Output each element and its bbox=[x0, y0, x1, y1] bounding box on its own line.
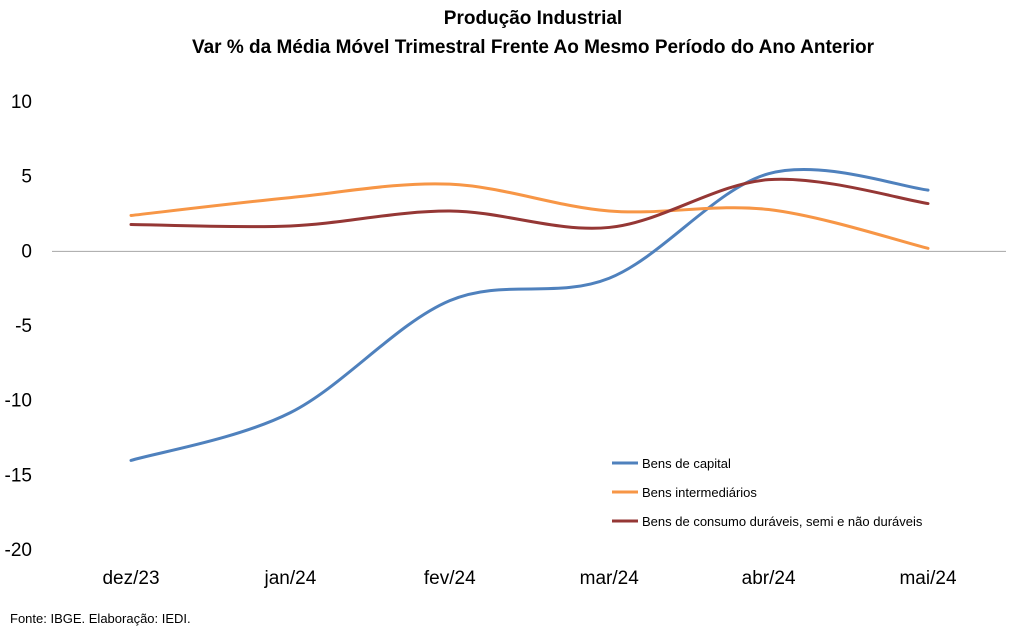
legend-label: Bens de capital bbox=[642, 456, 731, 471]
y-tick-label: 10 bbox=[11, 92, 32, 113]
x-tick-label: jan/24 bbox=[264, 568, 317, 589]
y-tick-label: 5 bbox=[21, 167, 32, 188]
y-tick-label: 0 bbox=[21, 241, 32, 262]
y-tick-label: -5 bbox=[15, 316, 32, 337]
x-axis-ticks: dez/23 jan/24 fev/24 mar/24 abr/24 mai/24 bbox=[102, 568, 956, 589]
source-note: Fonte: IBGE. Elaboração: IEDI. bbox=[10, 611, 191, 626]
legend-label: Bens intermediários bbox=[642, 485, 757, 500]
y-axis-ticks: 10 5 0 -5 -10 -15 -20 bbox=[5, 92, 32, 561]
x-tick-label: dez/23 bbox=[102, 568, 159, 589]
x-tick-label: mar/24 bbox=[580, 568, 640, 589]
series-line-1 bbox=[129, 168, 930, 462]
x-tick-label: abr/24 bbox=[742, 568, 796, 589]
y-tick-label: -20 bbox=[5, 540, 32, 561]
y-tick-label: -10 bbox=[5, 391, 32, 412]
series-line-3 bbox=[129, 177, 930, 230]
series-line-2 bbox=[129, 182, 930, 250]
y-tick-label: -15 bbox=[5, 465, 32, 486]
chart-title: Produção Industrial bbox=[444, 8, 622, 29]
series-layer bbox=[129, 168, 930, 462]
legend: Bens de capital Bens intermediários Bens d… bbox=[612, 456, 923, 529]
x-tick-label: fev/24 bbox=[424, 568, 476, 589]
x-tick-label: mai/24 bbox=[899, 568, 956, 589]
chart-subtitle: Var % da Média Móvel Trimestral Frente A… bbox=[192, 37, 875, 58]
legend-label: Bens de consumo duráveis, semi e não dur… bbox=[642, 514, 923, 529]
